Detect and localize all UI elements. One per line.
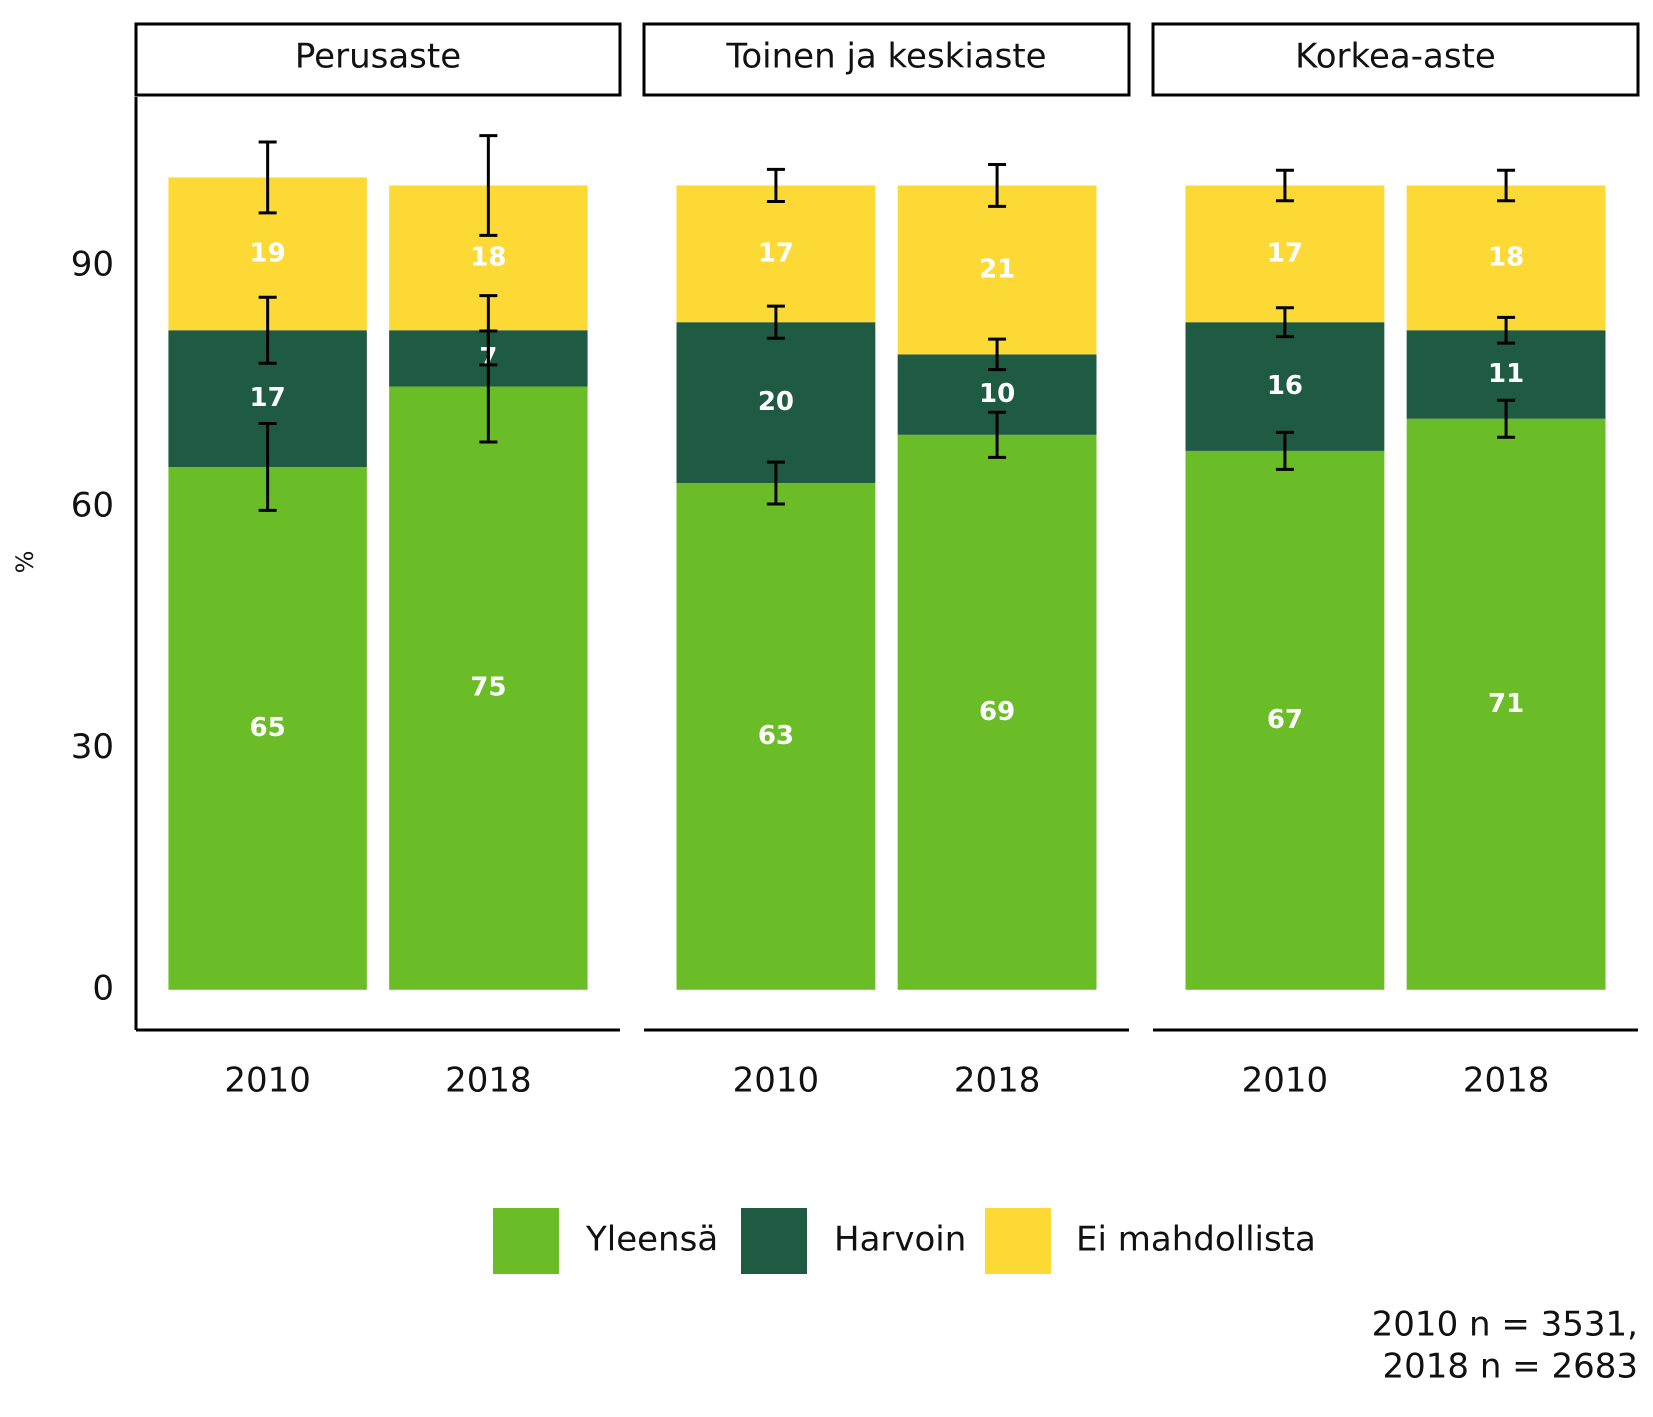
- y-axis-label: %: [11, 551, 39, 574]
- value-label: 17: [758, 238, 794, 268]
- value-label: 63: [758, 721, 794, 751]
- value-label: 65: [250, 713, 286, 743]
- error-bar: [258, 422, 277, 512]
- value-label: 18: [1488, 242, 1524, 272]
- bar-segment: [1185, 450, 1385, 990]
- note: 2010 n = 3531,: [1372, 1305, 1638, 1345]
- legend-label: Ei mahdollista: [1076, 1220, 1316, 1260]
- x-tick-label: 2010: [224, 1061, 311, 1101]
- error-bar: [988, 410, 1007, 459]
- legend-key: [741, 1208, 807, 1274]
- error-bar: [988, 337, 1007, 372]
- x-tick-label: 2010: [1242, 1061, 1329, 1101]
- x-tick-label: 2018: [954, 1061, 1041, 1101]
- y-tick-label: 90: [71, 244, 114, 284]
- x-tick-label: 2010: [733, 1061, 820, 1101]
- value-label: 16: [1267, 371, 1303, 401]
- legend-label: Yleensä: [585, 1220, 718, 1260]
- legend-key: [985, 1208, 1051, 1274]
- bar-segment: [1406, 418, 1606, 990]
- value-label: 10: [979, 379, 1015, 409]
- error-bar: [258, 295, 277, 365]
- x-tick-label: 2018: [1463, 1061, 1550, 1101]
- value-label: 11: [1488, 359, 1524, 389]
- strip: [134, 22, 622, 97]
- panel-title: Toinen ja keskiaste: [725, 37, 1046, 77]
- error-bar: [1497, 398, 1516, 439]
- error-bar: [988, 163, 1007, 208]
- strip: [1151, 22, 1640, 97]
- error-bar: [766, 460, 785, 506]
- error-bar: [258, 140, 277, 215]
- error-bar: [479, 294, 498, 367]
- error-bar: [1275, 430, 1294, 471]
- bar-segment: [1185, 185, 1385, 323]
- error-bar: [766, 304, 785, 340]
- bar-segment: [1406, 185, 1606, 331]
- panel-title: Korkea-aste: [1295, 37, 1496, 77]
- value-label: 17: [1267, 238, 1303, 268]
- strip: [642, 22, 1131, 97]
- error-bar: [1497, 315, 1516, 345]
- bar-segment: [897, 185, 1097, 355]
- y-tick-label: 60: [71, 486, 114, 526]
- panel-title: Perusaste: [295, 37, 461, 77]
- error-bar: [479, 134, 498, 237]
- value-label: 19: [250, 238, 286, 268]
- value-label: 17: [250, 383, 286, 413]
- value-label: 20: [758, 387, 794, 417]
- value-label: 21: [979, 254, 1015, 284]
- error-bar: [1497, 168, 1516, 203]
- y-tick-label: 30: [71, 727, 114, 767]
- y-tick-label: 0: [92, 968, 114, 1008]
- value-label: 75: [470, 673, 506, 703]
- value-label: 71: [1488, 689, 1524, 719]
- bar-segment: [676, 185, 876, 323]
- value-label: 18: [470, 242, 506, 272]
- bar-segment: [676, 483, 876, 990]
- error-bar: [1275, 306, 1294, 339]
- value-label: 69: [979, 697, 1015, 727]
- bar-segment: [897, 434, 1097, 990]
- bar-segment: [676, 322, 876, 484]
- bar-segment: [1185, 322, 1385, 451]
- error-bar: [766, 167, 785, 204]
- legend-key: [493, 1208, 559, 1274]
- value-label: 67: [1267, 705, 1303, 735]
- note: 2018 n = 2683: [1382, 1347, 1638, 1387]
- error-bar: [1275, 168, 1294, 203]
- bar-segment: [389, 386, 588, 990]
- legend-label: Harvoin: [834, 1220, 966, 1260]
- x-tick-label: 2018: [445, 1061, 532, 1101]
- bar-segment: [168, 466, 367, 990]
